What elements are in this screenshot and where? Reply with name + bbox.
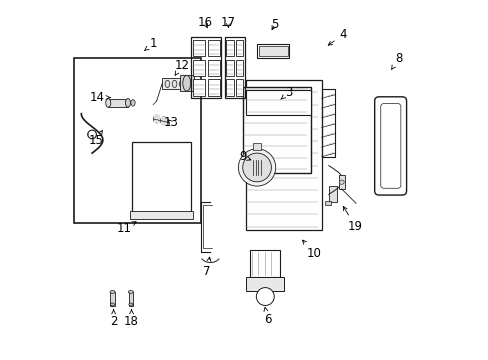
- Bar: [110, 292, 115, 306]
- Bar: [321, 89, 335, 157]
- Ellipse shape: [128, 291, 133, 293]
- Text: 17: 17: [221, 16, 235, 29]
- Bar: [235, 40, 243, 56]
- Text: 11: 11: [117, 222, 136, 235]
- Bar: [325, 201, 330, 205]
- Text: 14: 14: [90, 91, 110, 104]
- Bar: [225, 79, 233, 96]
- Bar: [153, 115, 159, 123]
- Circle shape: [238, 149, 275, 186]
- Ellipse shape: [172, 80, 177, 87]
- Bar: [180, 75, 193, 91]
- Bar: [128, 292, 133, 306]
- Bar: [207, 59, 220, 76]
- Ellipse shape: [179, 80, 183, 87]
- Bar: [192, 79, 204, 96]
- Text: 15: 15: [88, 131, 103, 147]
- Text: 8: 8: [390, 51, 402, 70]
- Text: 1: 1: [144, 37, 157, 51]
- Bar: [129, 211, 192, 219]
- FancyBboxPatch shape: [380, 104, 400, 188]
- Bar: [249, 250, 280, 277]
- Bar: [207, 79, 220, 96]
- Text: 10: 10: [302, 240, 321, 260]
- Ellipse shape: [110, 303, 114, 306]
- Text: 7: 7: [203, 257, 210, 278]
- Circle shape: [256, 288, 274, 306]
- Text: 16: 16: [197, 16, 212, 29]
- Bar: [74, 58, 201, 223]
- Bar: [328, 186, 336, 202]
- Bar: [108, 99, 128, 107]
- Ellipse shape: [153, 115, 160, 123]
- Text: 19: 19: [343, 207, 363, 233]
- Bar: [242, 87, 310, 173]
- Text: 18: 18: [124, 310, 139, 328]
- FancyBboxPatch shape: [374, 97, 406, 195]
- Bar: [246, 90, 310, 116]
- Circle shape: [242, 153, 271, 182]
- Bar: [192, 59, 204, 76]
- Text: 13: 13: [163, 116, 178, 129]
- Ellipse shape: [339, 180, 344, 184]
- Ellipse shape: [160, 117, 167, 125]
- Ellipse shape: [131, 100, 135, 106]
- Bar: [257, 44, 289, 58]
- Bar: [190, 37, 221, 98]
- Text: 5: 5: [271, 18, 278, 31]
- Bar: [338, 175, 344, 189]
- Text: 6: 6: [264, 307, 271, 327]
- Ellipse shape: [128, 303, 133, 306]
- Ellipse shape: [183, 75, 190, 91]
- Text: 12: 12: [174, 59, 189, 75]
- Bar: [192, 40, 204, 56]
- Text: 2: 2: [110, 310, 117, 328]
- Text: 4: 4: [327, 28, 346, 45]
- Bar: [225, 40, 233, 56]
- Bar: [161, 117, 166, 125]
- Bar: [207, 40, 220, 56]
- Bar: [258, 46, 287, 56]
- Ellipse shape: [110, 291, 115, 293]
- Ellipse shape: [105, 99, 110, 107]
- Bar: [224, 37, 244, 98]
- Text: 3: 3: [280, 86, 292, 99]
- Bar: [225, 59, 233, 76]
- Bar: [246, 277, 284, 291]
- Bar: [131, 142, 190, 212]
- Text: 9: 9: [239, 150, 250, 163]
- Bar: [162, 78, 185, 89]
- Ellipse shape: [165, 80, 169, 87]
- Bar: [235, 59, 243, 76]
- Ellipse shape: [125, 99, 130, 107]
- Bar: [235, 79, 243, 96]
- Bar: [246, 80, 321, 230]
- Bar: [253, 143, 260, 149]
